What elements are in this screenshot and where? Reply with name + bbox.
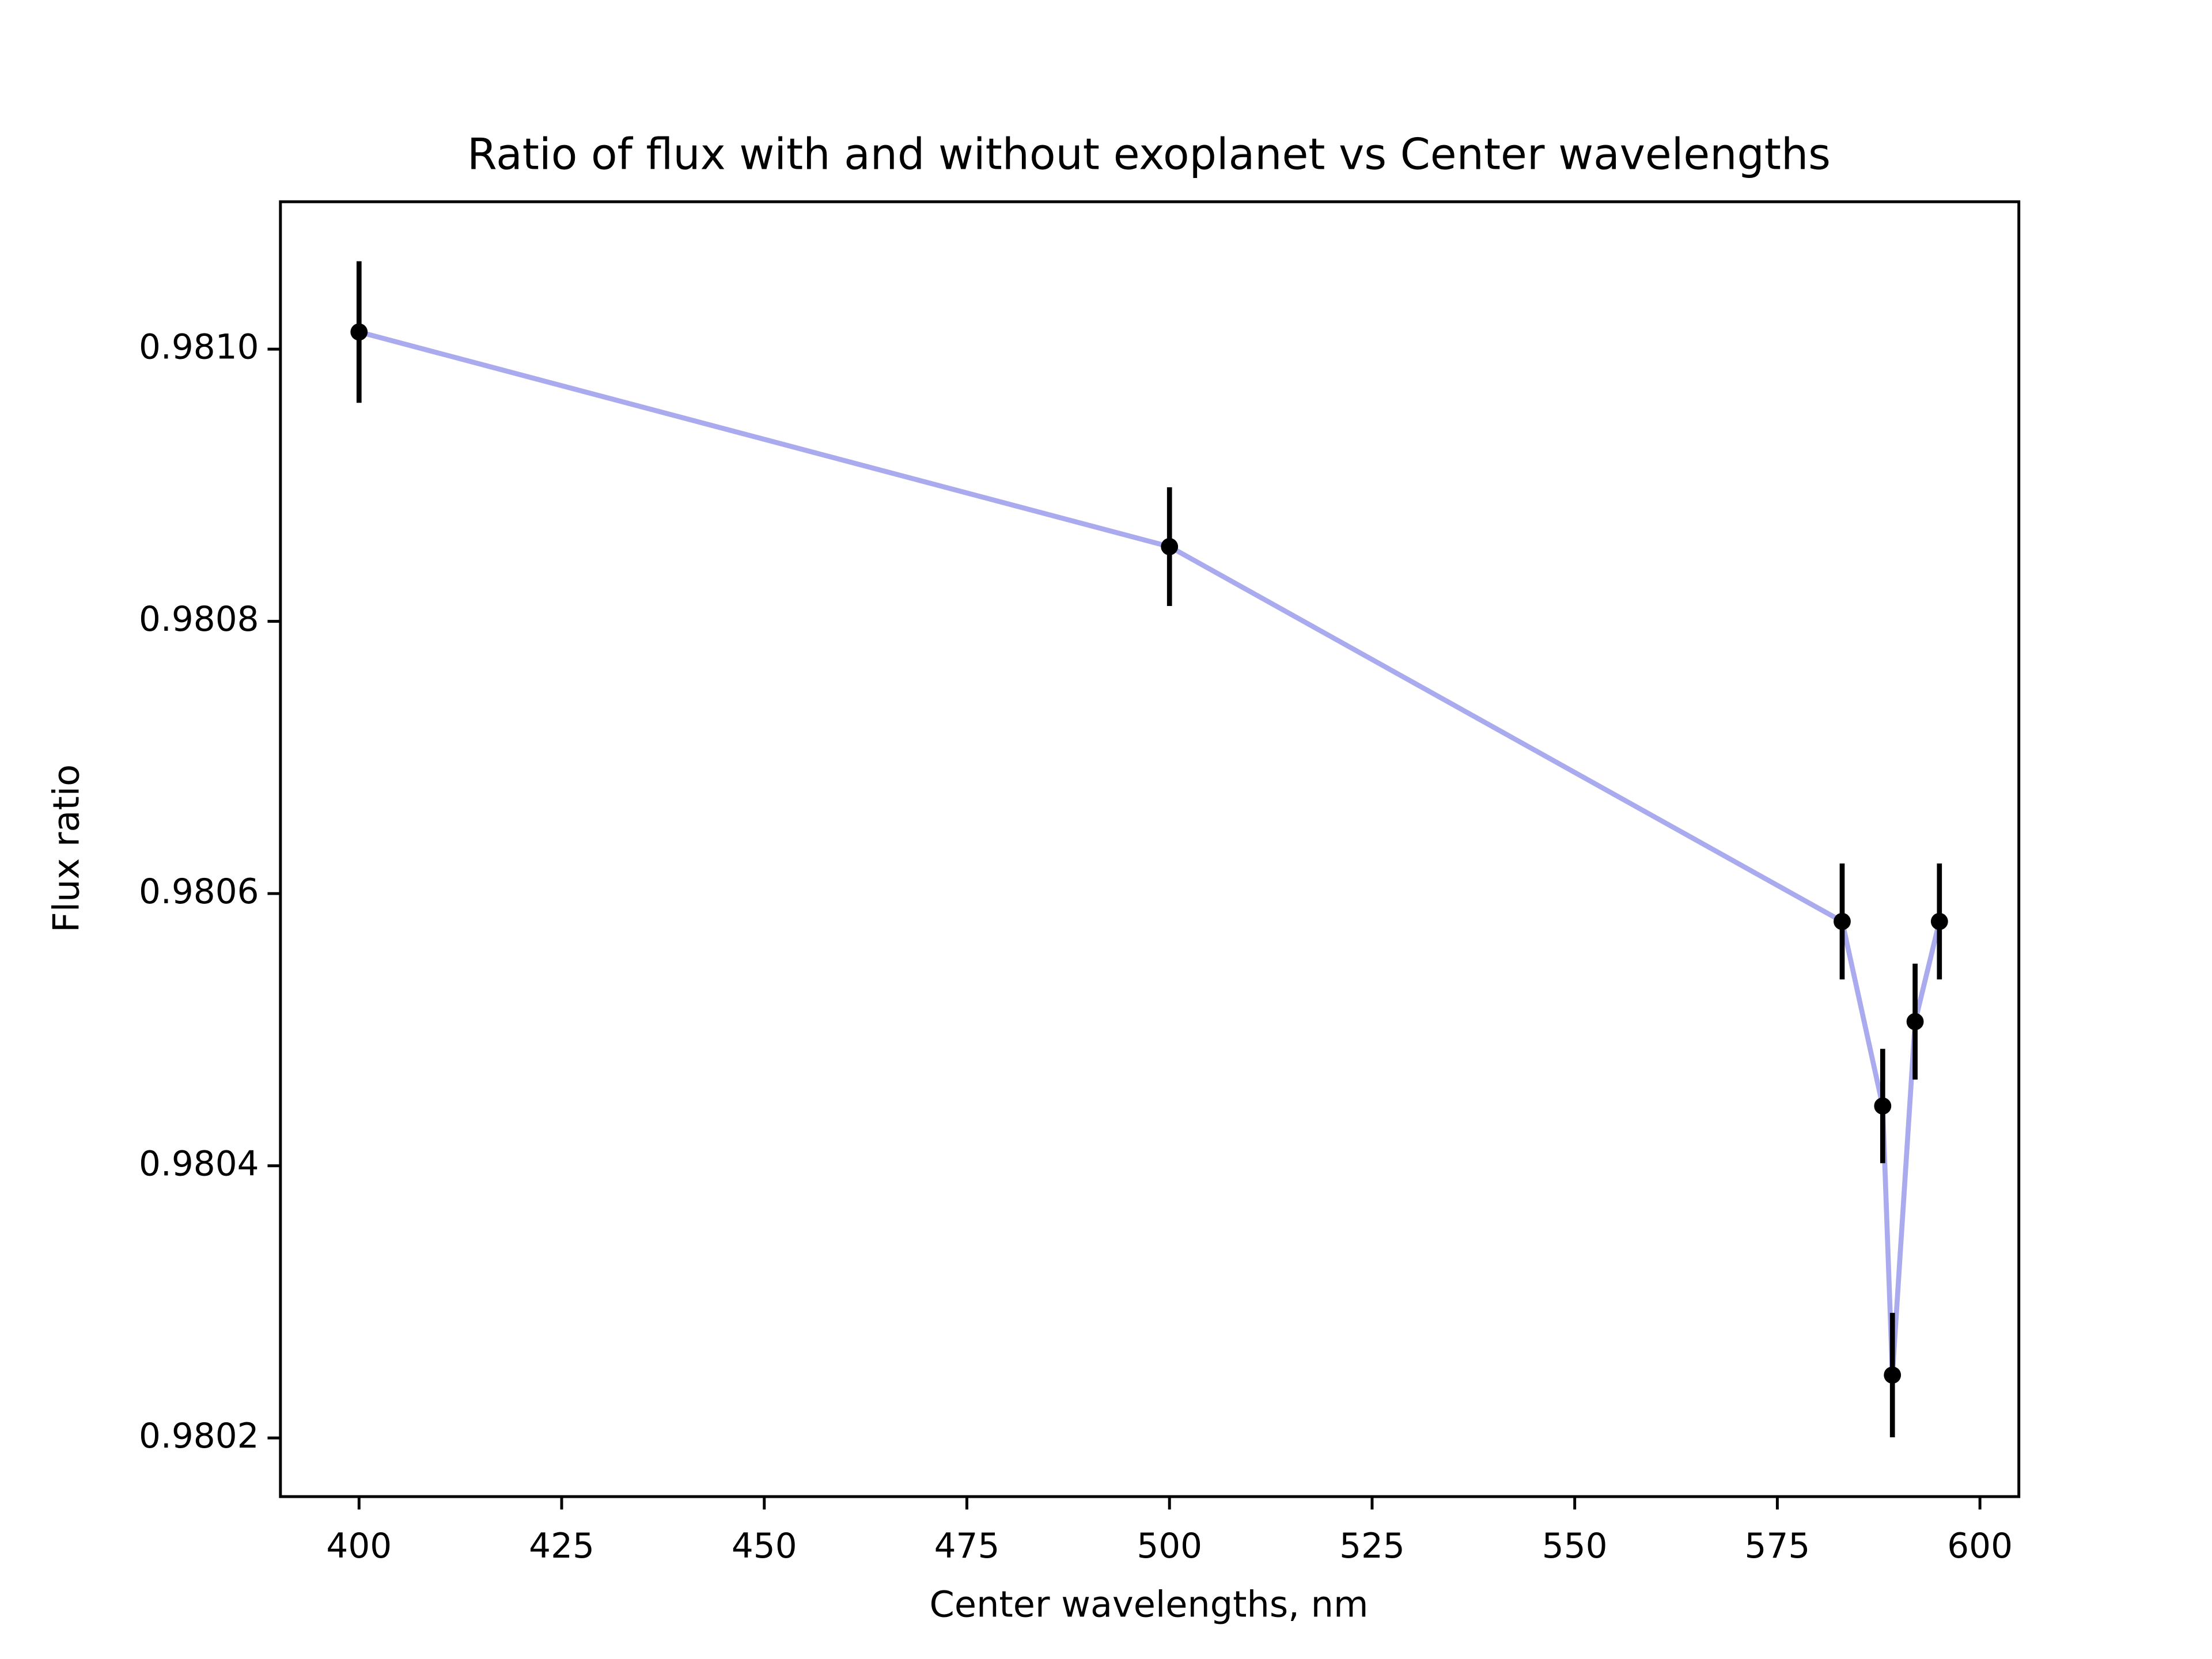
x-tick-label: 600 — [1947, 1527, 2013, 1566]
x-tick-label: 400 — [326, 1527, 392, 1566]
x-axis-label: Center wavelengths, nm — [930, 1583, 1369, 1625]
data-point — [1930, 912, 1948, 930]
x-tick-label: 475 — [934, 1527, 1000, 1566]
data-point — [1906, 1013, 1924, 1031]
data-point — [1874, 1097, 1892, 1115]
y-tick-label: 0.9810 — [139, 328, 259, 368]
x-tick-label: 450 — [732, 1527, 797, 1566]
y-tick-label: 0.9808 — [139, 600, 259, 639]
y-tick-label: 0.9802 — [139, 1416, 259, 1456]
data-point — [350, 323, 368, 341]
data-point — [1884, 1366, 1902, 1384]
y-axis-label: Flux ratio — [45, 764, 87, 933]
chart-title: Ratio of flux with and without exoplanet… — [467, 130, 1831, 180]
data-point — [1834, 912, 1851, 930]
plot-frame — [279, 200, 2021, 1498]
x-tick-label: 575 — [1745, 1527, 1810, 1566]
x-tick-label: 425 — [529, 1527, 594, 1566]
x-tick-label: 500 — [1137, 1527, 1202, 1566]
y-tick-label: 0.9806 — [139, 872, 259, 912]
data-point — [1161, 538, 1179, 555]
x-tick-label: 550 — [1542, 1527, 1608, 1566]
x-tick-label: 525 — [1339, 1527, 1405, 1566]
y-tick-label: 0.9804 — [139, 1144, 259, 1184]
